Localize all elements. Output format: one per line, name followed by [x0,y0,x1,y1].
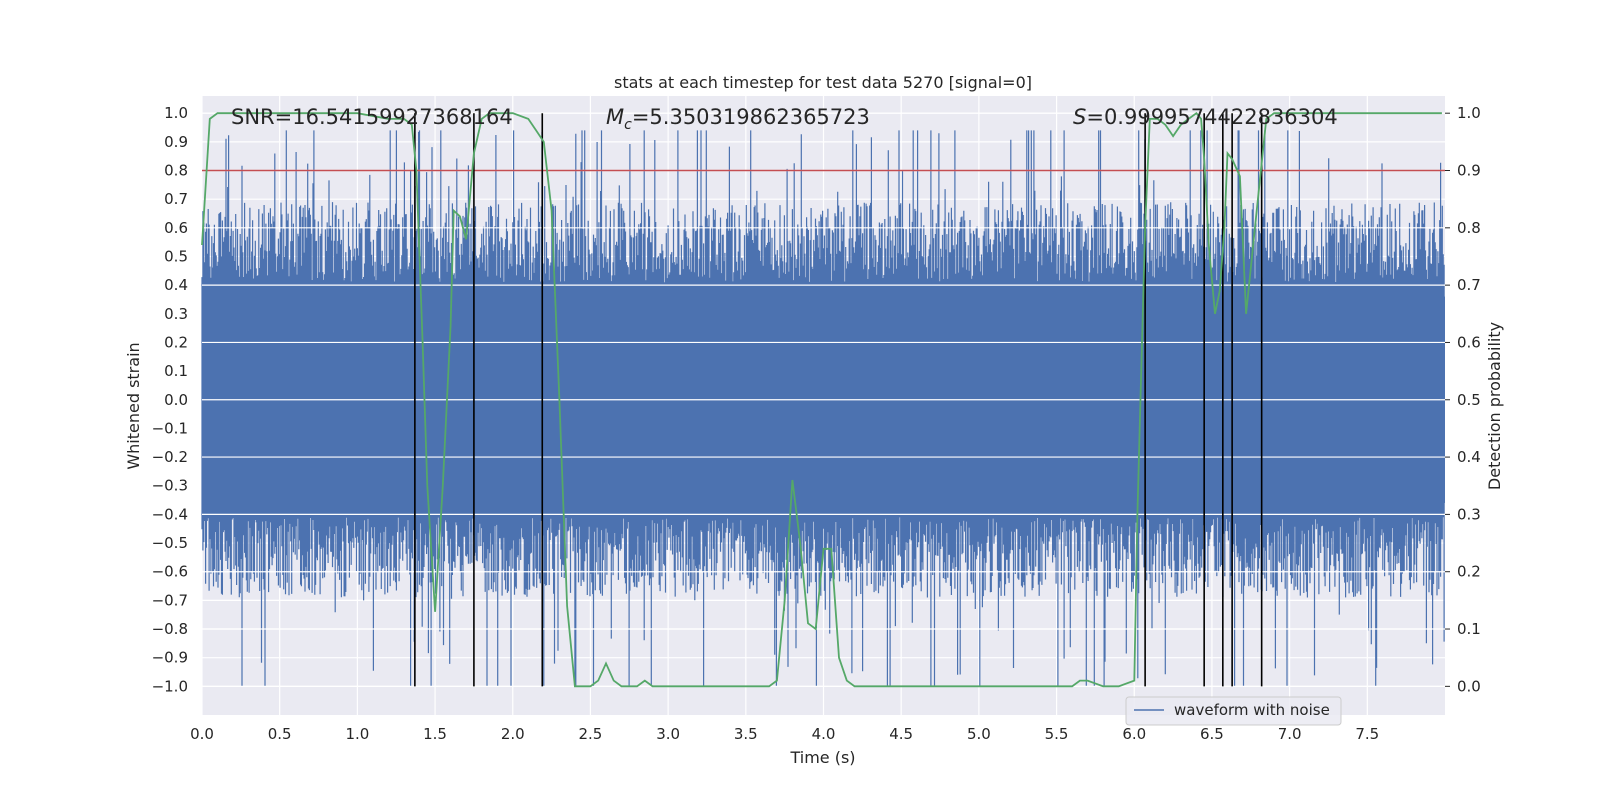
legend: waveform with noise [1125,696,1342,726]
y2-tick-label: 0.7 [1457,276,1481,294]
x-tick-label: 6.5 [1200,725,1224,743]
y-ticks: 1.0 0.9 0.8 0.7 0.6 0.5 0.4 0.3 0.2 0.1 0.0 −0.1 −0.… [152,104,188,695]
y-tick-label: −0.8 [152,620,188,638]
legend-label: waveform with noise [1174,701,1330,719]
x-tick-label: 0.5 [268,725,292,743]
x-tick-label: 4.0 [812,725,836,743]
y-axis-label: Whitened strain [124,342,143,469]
snr-annotation: SNR=16.54159927368164 [231,105,513,129]
y-tick-label: 0.6 [164,219,188,237]
y2-axis-label: Detection probability [1485,322,1504,490]
y2-tick-label: 0.8 [1457,219,1481,237]
y-tick-label: −0.9 [152,649,188,667]
y-tick-label: −0.7 [152,591,188,609]
x-tick-label: 0.0 [190,725,214,743]
y-tick-label: 0.1 [164,362,188,380]
y-tick-label: −0.5 [152,534,188,552]
y2-tick-label: 0.9 [1457,162,1481,180]
y-tick-label: −0.2 [152,448,188,466]
x-tick-label: 5.5 [1045,725,1069,743]
score-annotation: S=0.9999574422836304 [1073,105,1338,129]
probability-curve [201,111,1442,688]
y-tick-label: 0.0 [164,391,188,409]
chirp-mass-value: =5.350319862365723 [632,105,870,129]
y2-ticks: 1.0 0.9 0.8 0.7 0.6 0.5 0.4 0.3 0.2 0.1 0.0 [1445,104,1481,695]
chirp-mass-symbol: M [606,105,624,129]
legend-box [1125,696,1342,726]
chirp-mass-annotation: Mc=5.350319862365723 [606,105,870,133]
x-tick-label: 1.5 [423,725,447,743]
y2-tick-label: 0.5 [1457,391,1481,409]
score-symbol: S [1073,105,1086,129]
y-tick-label: −0.6 [152,563,188,581]
y-tick-label: −0.1 [152,419,188,437]
y-tick-label: −0.3 [152,477,188,495]
y2-tick-label: 1.0 [1457,104,1481,122]
x-tick-label: 6.0 [1122,725,1146,743]
y-tick-label: 0.5 [164,247,188,265]
y-tick-label: 0.7 [164,190,188,208]
x-ticks: 0.0 0.5 1.0 1.5 2.0 2.5 3.0 3.5 4.0 4.5 5.0 5.5 6.0 6… [190,725,1379,743]
chart-title: stats at each timestep for test data 527… [614,73,1032,92]
y-tick-label: 0.9 [164,133,188,151]
x-tick-label: 4.5 [889,725,913,743]
series-detection-probability [201,111,1442,688]
y-tick-label: −0.4 [152,505,188,523]
x-tick-label: 1.0 [345,725,369,743]
y2-tick-label: 0.2 [1457,563,1481,581]
y-tick-label: 1.0 [164,104,188,122]
x-tick-label: 2.5 [579,725,603,743]
x-tick-label: 7.0 [1278,725,1302,743]
series-waveform-with-noise [201,112,1445,687]
x-tick-label: 5.0 [967,725,991,743]
x-axis-label: Time (s) [789,748,855,767]
y2-tick-label: 0.6 [1457,333,1481,351]
y-tick-label: −1.0 [152,677,188,695]
chirp-mass-subscript: c [624,117,632,133]
y-tick-label: 0.3 [164,305,188,323]
x-tick-label: 2.0 [501,725,525,743]
y2-tick-label: 0.0 [1457,677,1481,695]
x-tick-label: 3.5 [734,725,758,743]
y-tick-label: 0.8 [164,162,188,180]
score-value: =0.9999574422836304 [1086,105,1337,129]
y-tick-label: 0.2 [164,333,188,351]
x-tick-label: 7.5 [1355,725,1379,743]
y2-tick-label: 0.4 [1457,448,1481,466]
x-tick-label: 3.0 [656,725,680,743]
y2-tick-label: 0.3 [1457,505,1481,523]
y2-tick-label: 0.1 [1457,620,1481,638]
y-tick-label: 0.4 [164,276,188,294]
